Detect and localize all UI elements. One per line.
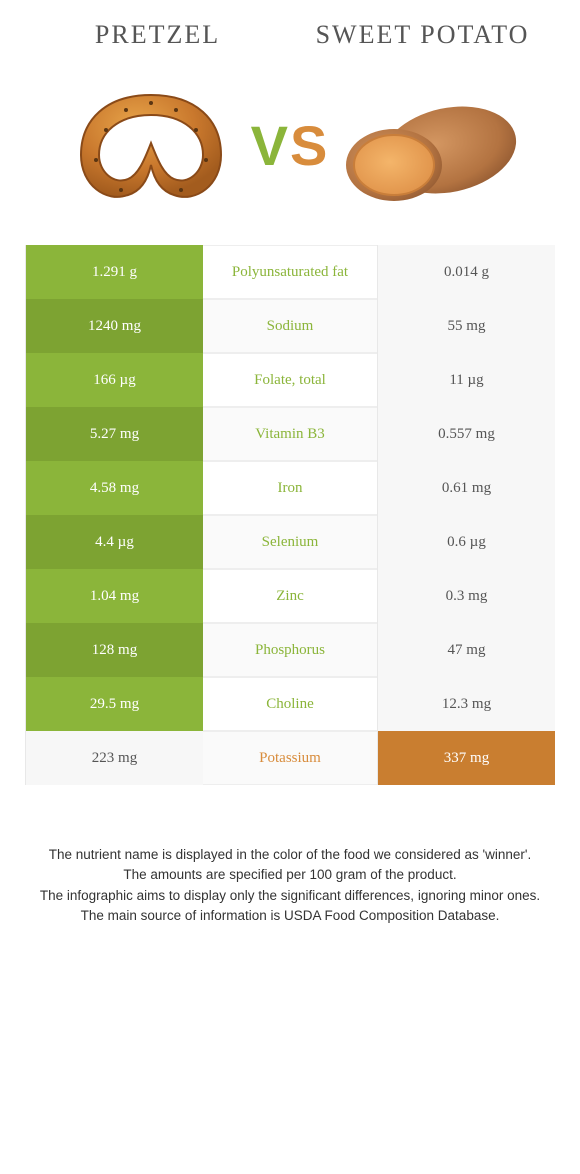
nutrient-label: Potassium	[203, 731, 377, 785]
nutrient-label: Phosphorus	[203, 623, 377, 677]
nutrient-label: Folate, total	[203, 353, 377, 407]
value-left: 166 µg	[25, 353, 203, 407]
value-right: 0.557 mg	[377, 407, 555, 461]
nutrient-label: Choline	[203, 677, 377, 731]
value-right: 0.3 mg	[377, 569, 555, 623]
sweet-potato-image	[339, 70, 519, 220]
footer-line: The main source of information is USDA F…	[35, 906, 545, 926]
pretzel-image	[61, 70, 241, 220]
footer-line: The amounts are specified per 100 gram o…	[35, 865, 545, 885]
header-right: Sweet potato	[290, 20, 555, 50]
footer-notes: The nutrient name is displayed in the co…	[25, 845, 555, 926]
value-left: 4.4 µg	[25, 515, 203, 569]
value-left: 29.5 mg	[25, 677, 203, 731]
vs-s: S	[290, 114, 329, 177]
nutrient-row: 1.04 mgZinc0.3 mg	[25, 569, 555, 623]
footer-line: The nutrient name is displayed in the co…	[35, 845, 545, 865]
nutrient-label: Vitamin B3	[203, 407, 377, 461]
nutrient-row: 128 mgPhosphorus47 mg	[25, 623, 555, 677]
nutrient-label: Polyunsaturated fat	[203, 245, 377, 299]
images-row: VS	[25, 70, 555, 220]
value-right: 0.6 µg	[377, 515, 555, 569]
nutrient-row: 5.27 mgVitamin B30.557 mg	[25, 407, 555, 461]
nutrient-row: 223 mgPotassium337 mg	[25, 731, 555, 785]
nutrient-label: Iron	[203, 461, 377, 515]
nutrient-row: 4.58 mgIron0.61 mg	[25, 461, 555, 515]
value-left: 223 mg	[25, 731, 203, 785]
nutrient-row: 1.291 gPolyunsaturated fat0.014 g	[25, 245, 555, 299]
nutrient-label: Sodium	[203, 299, 377, 353]
value-left: 5.27 mg	[25, 407, 203, 461]
value-right: 55 mg	[377, 299, 555, 353]
footer-line: The infographic aims to display only the…	[35, 886, 545, 906]
nutrient-row: 1240 mgSodium55 mg	[25, 299, 555, 353]
value-right: 0.61 mg	[377, 461, 555, 515]
header-row: Pretzel Sweet potato	[25, 20, 555, 50]
value-left: 1240 mg	[25, 299, 203, 353]
value-right: 337 mg	[377, 731, 555, 785]
value-right: 47 mg	[377, 623, 555, 677]
value-right: 11 µg	[377, 353, 555, 407]
nutrient-row: 166 µgFolate, total11 µg	[25, 353, 555, 407]
header-left: Pretzel	[25, 20, 290, 50]
nutrient-label: Selenium	[203, 515, 377, 569]
value-right: 0.014 g	[377, 245, 555, 299]
nutrient-row: 4.4 µgSelenium0.6 µg	[25, 515, 555, 569]
value-left: 1.04 mg	[25, 569, 203, 623]
nutrient-row: 29.5 mgCholine12.3 mg	[25, 677, 555, 731]
value-left: 128 mg	[25, 623, 203, 677]
nutrient-label: Zinc	[203, 569, 377, 623]
nutrient-table: 1.291 gPolyunsaturated fat0.014 g1240 mg…	[25, 245, 555, 785]
value-right: 12.3 mg	[377, 677, 555, 731]
value-left: 4.58 mg	[25, 461, 203, 515]
value-left: 1.291 g	[25, 245, 203, 299]
vs-label: VS	[251, 113, 330, 178]
vs-v: V	[251, 114, 290, 177]
